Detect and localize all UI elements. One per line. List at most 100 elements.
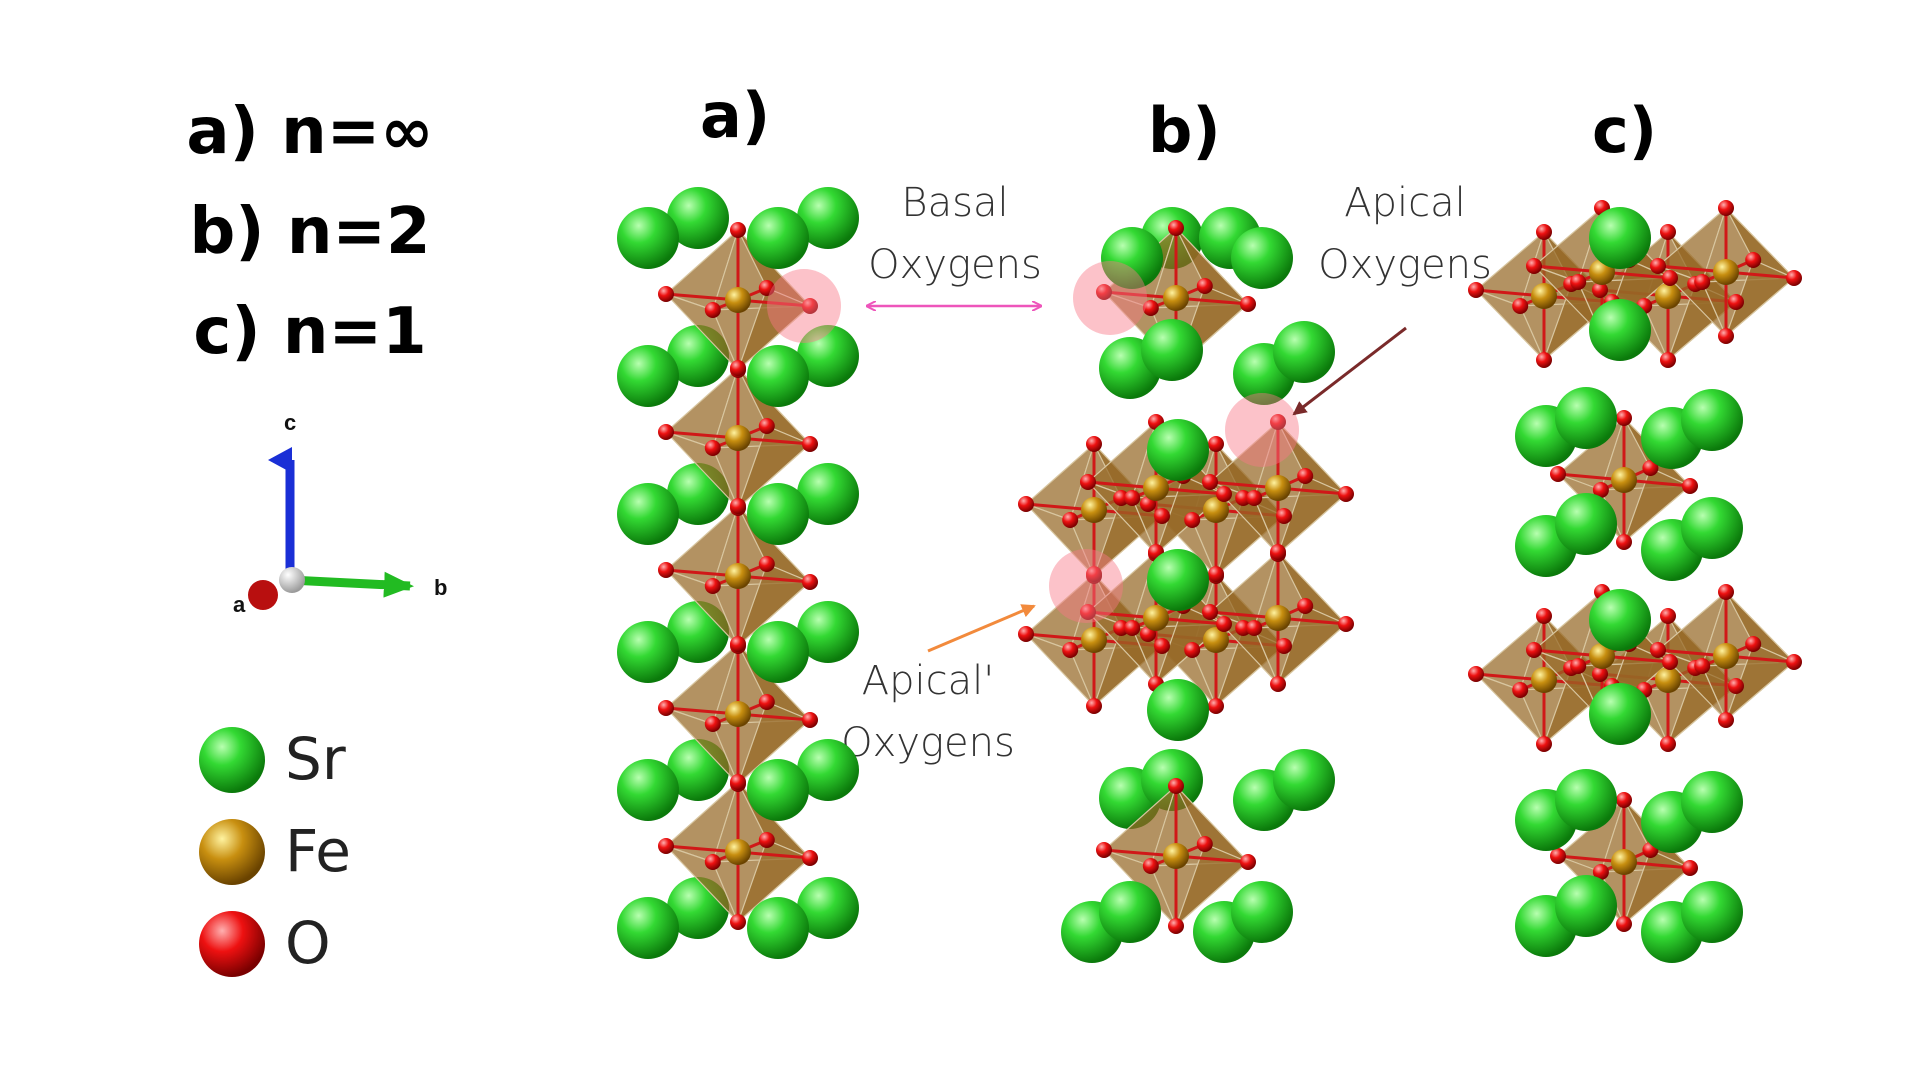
o-atom	[1592, 666, 1608, 682]
apical-prime-oxygens-arrow	[927, 604, 1036, 653]
sr-atom	[797, 463, 859, 525]
fe-atom	[725, 425, 751, 451]
sr-atom	[1681, 497, 1743, 559]
o-atom	[1113, 490, 1130, 506]
apical-prime-oxygens-label: Apical' Oxygens	[828, 650, 1028, 774]
sr-atom	[747, 207, 809, 269]
o-atom	[1184, 512, 1201, 528]
o-atom	[1512, 682, 1529, 698]
o-atom	[658, 286, 674, 302]
o-atom	[1592, 482, 1609, 498]
o-atom	[1086, 436, 1102, 452]
o-atom	[658, 562, 674, 578]
legend-label-sr: Sr	[285, 725, 346, 793]
o-atom	[1235, 490, 1252, 506]
sr-atom	[1101, 227, 1163, 289]
sr-atom	[1147, 419, 1209, 481]
axis-origin	[279, 567, 305, 593]
fe-atom	[1265, 605, 1291, 631]
apical-line2: Oxygens	[1318, 242, 1492, 288]
fe-atom	[1655, 283, 1681, 309]
sr-atom	[1681, 389, 1743, 451]
o-atom	[1208, 566, 1224, 582]
sr-atom	[1555, 875, 1617, 937]
legend-o-sphere	[199, 911, 265, 977]
axis-label-c: c	[284, 410, 297, 435]
oxygen-highlight	[1225, 393, 1299, 467]
o-atom	[1276, 638, 1292, 654]
key-label-a: a) n=∞	[186, 95, 434, 169]
fe-atom	[725, 839, 751, 865]
sr-atom	[667, 187, 729, 249]
o-atom	[1786, 654, 1802, 670]
o-atom	[1276, 508, 1292, 524]
o-atom	[1080, 604, 1096, 620]
o-atom	[1682, 478, 1698, 494]
fe-atom	[1713, 643, 1739, 669]
o-atom	[1208, 436, 1224, 452]
axis-label-b: b	[434, 575, 448, 600]
fe-atom	[1611, 849, 1637, 875]
feo6-octahedron-face	[736, 287, 812, 372]
o-atom	[1660, 608, 1676, 624]
o-atom	[802, 298, 818, 314]
o-atom	[758, 418, 775, 434]
sr-atom	[1589, 683, 1651, 745]
o-atom	[1216, 616, 1232, 632]
o-atom	[730, 222, 746, 238]
key-label-c: c) n=1	[193, 295, 427, 369]
fe-atom	[725, 563, 751, 589]
o-atom	[1718, 584, 1734, 600]
oxygen-highlight	[1073, 261, 1147, 335]
o-atom	[1270, 414, 1286, 430]
sr-atom	[1589, 589, 1651, 651]
o-atom	[1570, 658, 1587, 674]
o-atom	[1745, 636, 1762, 652]
o-atom	[1096, 842, 1112, 858]
o-atom	[1202, 474, 1218, 490]
o-atom	[704, 578, 721, 594]
fe-atom	[1611, 467, 1637, 493]
sr-atom	[1555, 769, 1617, 831]
o-atom	[1662, 270, 1678, 286]
sr-atom	[617, 759, 679, 821]
o-atom	[1468, 282, 1484, 298]
o-atom	[1536, 224, 1552, 240]
o-atom	[1086, 566, 1102, 582]
sr-atom	[617, 483, 679, 545]
sr-atom	[797, 739, 859, 801]
o-atom	[1235, 620, 1252, 636]
o-atom	[704, 854, 721, 870]
foreground-atom-layer	[617, 200, 1802, 963]
o-atom	[1018, 626, 1034, 642]
o-atom	[1650, 642, 1666, 658]
feo6-octahedron-face	[736, 563, 812, 648]
o-atom	[1338, 486, 1354, 502]
apical-oxygens-arrow	[1292, 326, 1407, 416]
feo6-octahedron-face	[1622, 849, 1692, 926]
o-atom	[802, 436, 818, 452]
fe-atom	[1081, 497, 1107, 523]
o-atom	[1662, 654, 1678, 670]
sr-atom	[1141, 319, 1203, 381]
o-atom	[1536, 352, 1552, 368]
o-atom	[1168, 918, 1184, 934]
sr-atom	[617, 207, 679, 269]
o-atom	[1616, 410, 1632, 426]
feo6-octahedron-face	[736, 839, 812, 924]
o-atom	[1650, 258, 1666, 274]
o-atom	[1168, 220, 1184, 236]
basal-line2: Oxygens	[868, 242, 1042, 288]
sr-atom	[1555, 387, 1617, 449]
fe-atom	[725, 701, 751, 727]
o-atom	[1550, 466, 1566, 482]
legend-label-o: O	[285, 909, 331, 977]
o-atom	[1536, 608, 1552, 624]
apical-prime-line1: Apical'	[861, 658, 995, 704]
o-atom	[1062, 512, 1079, 528]
sr-atom	[1681, 771, 1743, 833]
oxygen-highlight	[1049, 549, 1123, 623]
o-atom	[730, 360, 746, 376]
sr-atom	[1147, 679, 1209, 741]
sr-atom	[1099, 881, 1161, 943]
